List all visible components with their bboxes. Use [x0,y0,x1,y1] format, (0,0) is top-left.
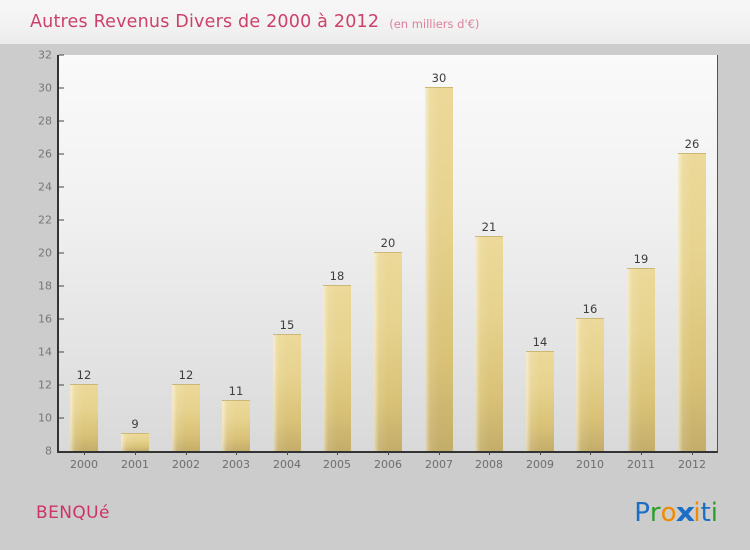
bar-value-label: 21 [481,220,497,234]
logo-letter-6: i [710,498,718,528]
x-axis-label-2002: 2002 [172,458,200,471]
bar-value-label: 30 [431,71,447,85]
x-axis-tick-mark [186,451,187,455]
page-title: Autres Revenus Divers de 2000 à 2012 [30,12,380,32]
x-axis-tick-mark [135,451,136,455]
y-axis-tick-label: 16 [38,312,52,326]
x-axis-label-2011: 2011 [627,458,655,471]
y-axis-tick-label: 18 [38,279,52,293]
bar-2006[interactable]: 20 2006 [374,236,402,471]
x-axis-label-2006: 2006 [374,458,402,471]
x-axis-tick-mark [641,451,642,455]
x-axis-tick-mark [287,451,288,455]
y-axis-tick-label: 24 [38,180,52,194]
bar-2003[interactable]: 11 2003 [222,384,250,471]
logo-letter-1: r [649,498,661,528]
y-axis-tick-mark [59,417,64,419]
x-axis-label-2003: 2003 [222,458,250,471]
x-axis-label-2012: 2012 [678,458,706,471]
bar-2011[interactable]: 19 2011 [627,252,655,471]
x-axis-tick-mark [489,451,490,455]
bar-value-label: 9 [131,417,139,431]
x-axis-tick-mark [337,451,338,455]
y-axis-tick-mark [59,285,64,287]
bar-2012[interactable]: 26 2012 [678,137,706,471]
logo-letter-5: t [700,498,711,528]
bar-value-label: 11 [228,384,244,398]
logo-letter-2: o [660,498,677,528]
bar-2005[interactable]: 18 2005 [323,269,351,471]
x-axis-label-2008: 2008 [475,458,503,471]
bar-value-label: 15 [279,318,295,332]
y-axis-tick-mark [59,318,64,320]
y-axis-tick-label: 30 [38,81,52,95]
x-axis-tick-mark [692,451,693,455]
y-axis-tick-label: 10 [38,411,52,425]
x-axis-label-2009: 2009 [526,458,554,471]
x-axis-tick-mark [540,451,541,455]
y-axis-tick-label: 8 [45,444,52,458]
bar-2002[interactable]: 12 2002 [172,368,200,471]
entity-name: BENQUé [36,503,110,523]
bar-value-label: 20 [380,236,396,250]
logo-letter-0: P [634,498,650,528]
x-axis-tick-mark [590,451,591,455]
bar-2010[interactable]: 16 2010 [576,302,604,471]
logo-letter-3: x [675,498,695,528]
y-axis-tick-label: 22 [38,213,52,227]
y-axis-tick-mark [59,252,64,254]
bar-value-label: 18 [329,269,345,283]
chart-units-subtitle: (en milliers d'€) [389,17,480,31]
bar-value-label: 19 [633,252,649,266]
y-axis-tick-mark [59,186,64,188]
bar-2001[interactable]: 9 2001 [121,417,149,471]
x-axis-label-2007: 2007 [425,458,453,471]
x-axis-tick-mark [439,451,440,455]
bar-2000[interactable]: 12 2000 [70,368,98,471]
bar-value-label: 26 [684,137,700,151]
bar-2007[interactable]: 30 2007 [425,71,453,471]
x-axis-tick-mark [236,451,237,455]
y-axis-tick-mark [59,120,64,122]
x-axis-label-2001: 2001 [121,458,149,471]
bar-value-label: 12 [76,368,92,382]
bar-value-label: 14 [532,335,548,349]
x-axis-tick-mark [388,451,389,455]
bar-2004[interactable]: 15 2004 [273,318,301,471]
y-axis-tick-label: 12 [38,378,52,392]
x-axis-label-2004: 2004 [273,458,301,471]
y-axis-tick-label: 26 [38,147,52,161]
proxiti-logo[interactable]: Proxiti [634,496,718,530]
chart-header: Autres Revenus Divers de 2000 à 2012 (en… [0,0,750,44]
x-axis-label-2000: 2000 [70,458,98,471]
bar-value-label: 12 [178,368,194,382]
y-axis-tick-mark [59,384,64,386]
x-axis-label-2005: 2005 [323,458,351,471]
bar-value-label: 16 [582,302,598,316]
y-axis-tick-mark [59,153,64,155]
y-axis-tick-mark [59,219,64,221]
y-axis-tick-label: 14 [38,345,52,359]
y-axis-tick-mark [59,351,64,353]
y-axis-tick-mark [59,87,64,89]
y-axis-tick-label: 20 [38,246,52,260]
bar-2008[interactable]: 21 2008 [475,220,503,471]
y-axis-tick-label: 32 [38,48,52,62]
chart-footer: BENQUé Proxiti [0,487,750,550]
logo-letter-4: i [693,498,701,528]
y-axis-tick-mark [59,54,64,56]
plot-area: 8 10 12 14 16 18 20 22 24 26 28 30 32 12 2000 9 2001 12 2… [38,49,718,471]
bar-2009[interactable]: 14 2009 [526,335,554,471]
x-axis-label-2010: 2010 [576,458,604,471]
y-axis-tick-label: 28 [38,114,52,128]
x-axis-tick-mark [84,451,85,455]
